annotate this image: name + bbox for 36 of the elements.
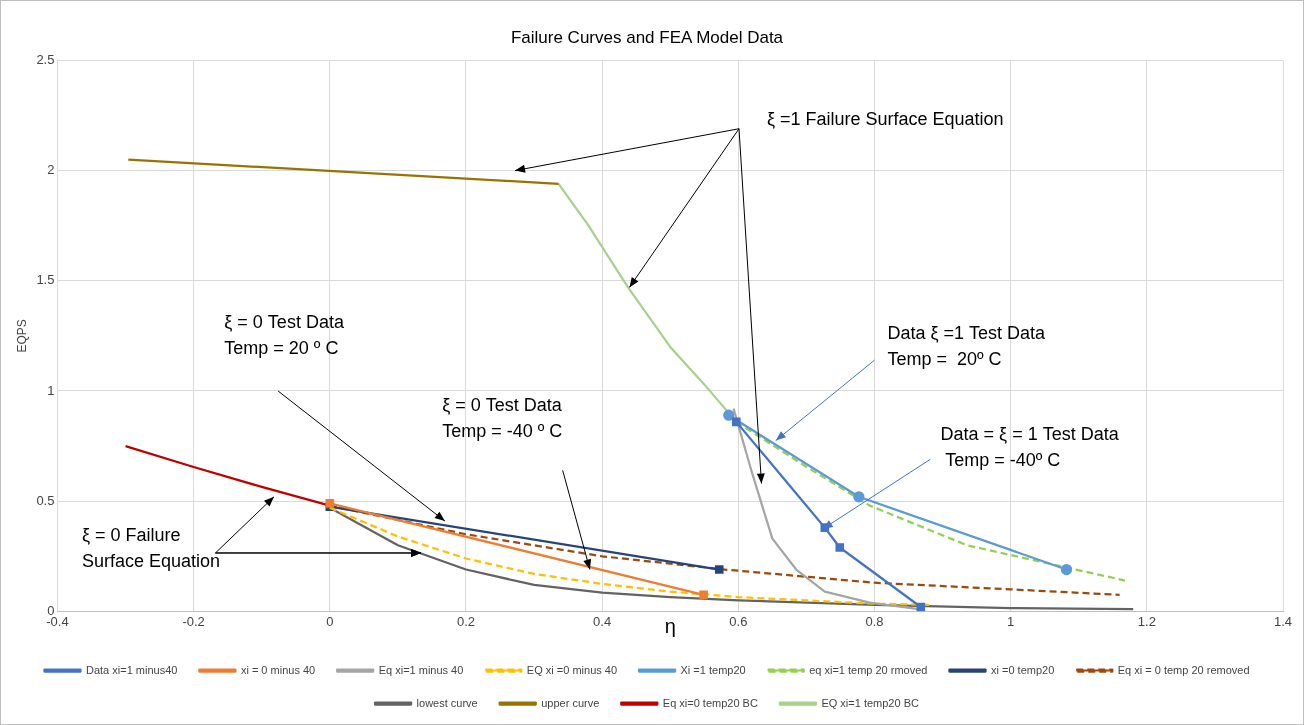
legend-label: lowest curve xyxy=(416,696,478,709)
legend-label: EQ xi=1 temp20 BC xyxy=(821,696,919,709)
legend-label: Xi =1 temp20 xyxy=(680,663,746,676)
annotation: ξ = 0 Test Data Temp = -40 º C xyxy=(442,395,563,442)
legend-label: eq xi=1 temp 20 rmoved xyxy=(809,663,928,676)
x-tick-label: 0.8 xyxy=(865,613,884,629)
y-tick-label: 2 xyxy=(47,162,55,178)
legend-label: Eq xi=0 temp20 BC xyxy=(662,696,758,709)
x-tick-label: 0.2 xyxy=(456,613,476,629)
x-axis-title: η xyxy=(664,614,676,637)
x-tick-label: 1.4 xyxy=(1273,613,1293,629)
legend-label: Eq xi = 0 temp 20 removed xyxy=(1117,663,1250,676)
chart-title: Failure Curves and FEA Model Data xyxy=(510,27,784,47)
legend-label: Eq xi=1 minus 40 xyxy=(378,663,464,676)
x-tick-label: 0.6 xyxy=(729,613,748,629)
x-tick-label: 0.4 xyxy=(593,613,612,629)
legend-label: xi =0 temp20 xyxy=(990,663,1055,676)
y-tick-label: 2.5 xyxy=(36,51,55,67)
x-tick-label: 1 xyxy=(1007,613,1015,629)
x-tick-label: 0 xyxy=(326,613,334,629)
legend-label: xi = 0 minus 40 xyxy=(240,663,316,676)
y-axis-title: EQPS xyxy=(14,319,29,353)
annotation: ξ = 0 Failure Surface Equation xyxy=(81,525,221,572)
legend-label: Data xi=1 minus40 xyxy=(85,663,178,676)
annotation: ξ = 0 Test Data Temp = 20 º C xyxy=(224,311,345,358)
y-tick-label: 1 xyxy=(47,382,55,398)
legend-label: EQ xi =0 minus 40 xyxy=(526,663,618,676)
annotation: Data = ξ = 1 Test Data Temp = -40º C xyxy=(940,424,1120,471)
x-tick-label: -0.2 xyxy=(182,613,205,629)
y-tick-label: 0 xyxy=(47,602,55,618)
legend-label: upper curve xyxy=(541,696,600,709)
y-tick-label: 1.5 xyxy=(36,272,55,288)
annotation: Data ξ =1 Test Data Temp = 20º C xyxy=(887,322,1047,369)
annotation: ξ =1 Failure Surface Equation xyxy=(766,108,1004,129)
y-tick-label: 0.5 xyxy=(36,492,55,508)
x-tick-label: 1.2 xyxy=(1137,613,1156,629)
